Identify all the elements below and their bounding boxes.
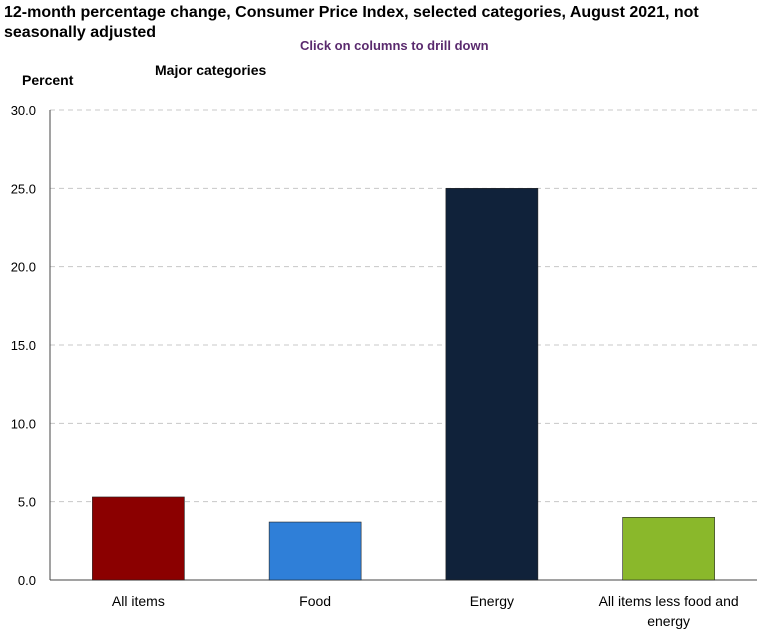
y-tick-label: 10.0 bbox=[11, 416, 36, 431]
bar-food[interactable] bbox=[268, 521, 362, 581]
x-category-label-line: Food bbox=[299, 593, 331, 609]
x-category-label-line: All items less food and bbox=[599, 593, 739, 609]
chart-title: 12-month percentage change, Consumer Pri… bbox=[4, 4, 699, 41]
y-tick-label: 20.0 bbox=[11, 260, 36, 275]
y-tick-label: 25.0 bbox=[11, 181, 36, 196]
x-category-label: All items less food and energy bbox=[599, 593, 739, 629]
x-category-label-line: energy bbox=[647, 613, 690, 629]
bar-all-items-less-food-and-energy[interactable] bbox=[622, 517, 715, 581]
y-axis-label: Percent bbox=[22, 72, 74, 88]
x-axis-labels: All items Food Energy All items less food a… bbox=[112, 593, 739, 629]
x-category-label-line: All items bbox=[112, 593, 165, 609]
bar-energy[interactable] bbox=[445, 188, 539, 581]
x-category-label: All items bbox=[112, 593, 165, 609]
y-axis-ticks: 0.0 5.0 10.0 15.0 20.0 25.0 30.0 bbox=[11, 103, 36, 588]
bar-all-items[interactable] bbox=[92, 496, 185, 581]
y-tick-label: 0.0 bbox=[18, 573, 36, 588]
y-tick-label: 30.0 bbox=[11, 103, 36, 118]
x-category-label: Energy bbox=[470, 593, 514, 609]
bars bbox=[92, 188, 715, 581]
y-tick-label: 5.0 bbox=[18, 495, 36, 510]
x-category-label: Food bbox=[299, 593, 331, 609]
x-category-label-line: Energy bbox=[470, 593, 514, 609]
category-heading: Major categories bbox=[155, 62, 267, 78]
drill-down-hint: Click on columns to drill down bbox=[300, 38, 489, 53]
y-tick-label: 15.0 bbox=[11, 338, 36, 353]
grid-lines bbox=[50, 109, 757, 503]
